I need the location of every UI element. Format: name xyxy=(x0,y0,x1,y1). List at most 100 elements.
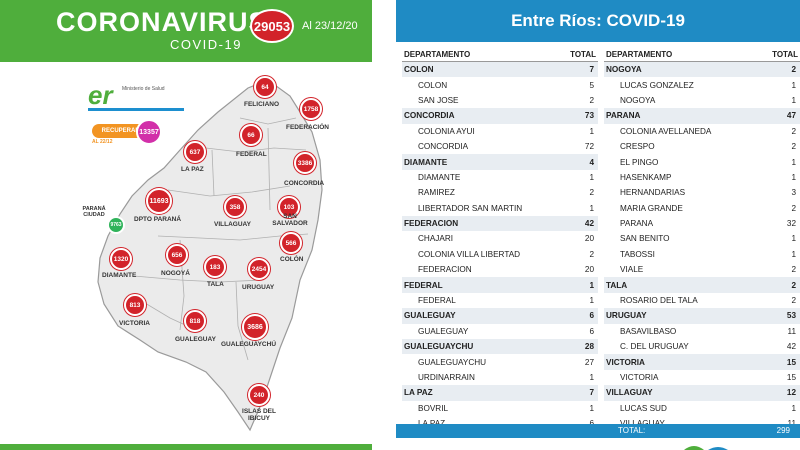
locality-total: 11 xyxy=(787,326,797,336)
dept-victoria-badge: 813 xyxy=(124,294,146,316)
dept-gualeguaychu-label: GUALEGUAYCHÚ xyxy=(221,341,277,348)
page-title: CORONAVIRUS xyxy=(56,7,268,37)
locality-total: 20 xyxy=(584,265,594,275)
dept-ibicuy-label: ISLAS DEL IBICUY xyxy=(242,408,276,422)
locality-row: URDINARRAIN 1 xyxy=(402,370,598,385)
dept-feliciano-label: FELICIANO xyxy=(244,101,280,108)
department-row: NOGOYA 2 xyxy=(604,62,800,78)
locality-row: ROSARIO DEL TALA 2 xyxy=(604,293,800,308)
locality-row: FEDERACION 20 xyxy=(402,262,598,277)
locality-name: PARANA xyxy=(620,219,654,229)
map-header: CORONAVIRUS COVID-19 29053 Al 23/12/20 xyxy=(0,0,372,62)
parana-city-label: PARANÁ CIUDAD xyxy=(82,206,106,218)
dept-colon-label: COLÓN xyxy=(280,256,304,263)
department-row: PARANA 47 xyxy=(604,108,800,124)
dept-sansalvador-badge: 103 xyxy=(278,196,300,218)
locality-name: GUALEGUAYCHU xyxy=(418,357,487,367)
logo-er-mark: er xyxy=(88,80,113,110)
department-row: DIAMANTE 4 xyxy=(402,154,598,170)
locality-name: LUCAS GONZALEZ xyxy=(620,80,694,90)
department-total: 1 xyxy=(589,280,594,290)
locality-row: FEDERAL 1 xyxy=(402,293,598,308)
department-row: FEDERACION 42 xyxy=(402,215,598,232)
department-total: 47 xyxy=(786,111,796,121)
locality-name: DIAMANTE xyxy=(418,172,461,182)
report-date: Al 23/12/20 xyxy=(302,20,358,32)
department-name: URUGUAY xyxy=(606,311,647,321)
department-name: PARANA xyxy=(606,111,641,121)
map-panel: CORONAVIRUS COVID-19 29053 Al 23/12/20 e… xyxy=(0,0,372,450)
locality-name: VILLAGUAY xyxy=(620,419,665,428)
department-row: GUALEGUAYCHU 28 xyxy=(402,339,598,355)
locality-total: 20 xyxy=(584,234,594,244)
dept-villaguay-badge: 358 xyxy=(224,196,246,218)
recovered-badge: 13357 xyxy=(136,119,162,145)
locality-total: 1 xyxy=(791,80,796,90)
locality-name: COLON xyxy=(418,80,448,90)
dept-concordia-label: CONCORDIA xyxy=(284,180,325,187)
locality-row: DIAMANTE 1 xyxy=(402,170,598,185)
locality-total: 3 xyxy=(791,188,796,198)
locality-total: 1 xyxy=(589,126,594,136)
locality-name: HASENKAMP xyxy=(620,172,672,182)
header-total: TOTAL xyxy=(772,50,798,59)
department-row: LA PAZ 7 xyxy=(402,385,598,401)
locality-row: TABOSSI 1 xyxy=(604,247,800,262)
locality-row: COLON 5 xyxy=(402,77,598,92)
locality-row: C. DEL URUGUAY 42 xyxy=(604,339,800,354)
locality-name: URDINARRAIN xyxy=(418,373,475,382)
locality-row: HASENKAMP 1 xyxy=(604,170,800,185)
dept-lapaz-label: LA PAZ xyxy=(181,166,204,173)
dept-federal-badge: 66 xyxy=(240,124,262,146)
locality-row: LA PAZ 6 xyxy=(402,416,598,431)
dept-ibicuy-badge: 240 xyxy=(248,384,270,406)
locality-row: BOVRIL 1 xyxy=(402,401,598,416)
dept-colon-badge: 566 xyxy=(280,232,302,254)
department-total: 2 xyxy=(791,65,796,75)
department-name: NOGOYA xyxy=(606,65,642,75)
table-header: DEPARTAMENTO TOTAL xyxy=(402,48,598,62)
department-name: GUALEGUAY xyxy=(404,311,456,321)
department-row: VILLAGUAY 12 xyxy=(604,385,800,401)
locality-total: 15 xyxy=(786,373,796,382)
locality-total: 1 xyxy=(589,203,594,213)
department-name: FEDERACION xyxy=(404,219,459,229)
locality-row: VICTORIA 15 xyxy=(604,370,800,385)
locality-row: CHAJARI 20 xyxy=(402,231,598,246)
province-shape xyxy=(97,79,323,432)
table-panel: Entre Ríos: COVID-19 DEPARTAMENTO TOTAL … xyxy=(396,0,800,450)
department-row: COLON 7 xyxy=(402,62,598,78)
locality-name: VIALE xyxy=(620,265,644,275)
locality-name: CONCORDIA xyxy=(418,142,469,152)
locality-name: NOGOYA xyxy=(620,95,656,105)
locality-total: 1 xyxy=(791,95,796,105)
department-name: VILLAGUAY xyxy=(606,388,653,398)
dept-federacion-label: FEDERACIÓN xyxy=(286,124,329,131)
locality-name: CRESPO xyxy=(620,142,655,152)
locality-row: LUCAS SUD 1 xyxy=(604,401,800,416)
locality-row: VILLAGUAY 11 xyxy=(604,416,800,431)
locality-total: 2 xyxy=(589,95,594,105)
total-label: TOTAL: xyxy=(618,426,646,435)
province-map-outline xyxy=(97,79,323,432)
header-total: TOTAL xyxy=(570,50,596,59)
dept-uruguay-badge: 2454 xyxy=(248,258,270,280)
department-total: 15 xyxy=(786,357,796,367)
dept-diamante-badge: 1320 xyxy=(110,248,132,270)
department-total: 42 xyxy=(584,219,594,229)
dept-gualeguay-label: GUALEGUAY xyxy=(175,336,216,343)
locality-row: CRESPO 2 xyxy=(604,139,800,154)
table-title: Entre Ríos: COVID-19 xyxy=(396,0,800,42)
table-column-right: DEPARTAMENTO TOTAL NOGOYA 2 LUCAS GONZALEZ… xyxy=(604,48,800,431)
locality-total: 1 xyxy=(791,234,796,244)
locality-row: CONCORDIA 72 xyxy=(402,139,598,154)
locality-row: GUALEGUAYCHU 27 xyxy=(402,354,598,369)
locality-name: CHAJARI xyxy=(418,234,454,244)
logo-ministry-text: Ministerio de Salud xyxy=(122,86,165,92)
department-borders xyxy=(133,117,309,361)
dept-tala-badge: 183 xyxy=(204,256,226,278)
department-total: 6 xyxy=(589,311,594,321)
table-header: DEPARTAMENTO TOTAL xyxy=(604,48,800,62)
locality-name: COLONIA AYUI xyxy=(418,126,475,136)
dept-federal-label: FEDERAL xyxy=(236,151,267,158)
